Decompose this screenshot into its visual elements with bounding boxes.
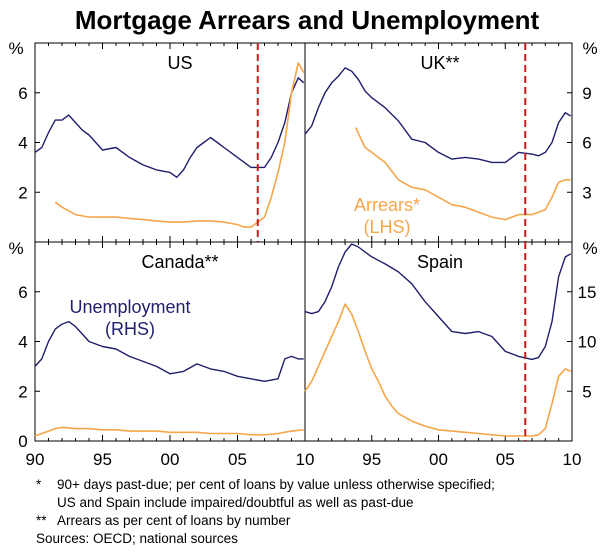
annotation-unemployment-axis: (RHS): [105, 319, 155, 339]
panel-us: 2 4 6 US: [18, 42, 306, 243]
panel-title-canada: Canada**: [141, 252, 218, 272]
series-unemployment-spain: [304, 243, 572, 361]
y-tick-label-lhs: 2: [18, 183, 27, 202]
annotation-unemployment-label: Unemployment: [69, 297, 190, 317]
series-unemployment-canada: [34, 320, 304, 382]
annotation-arrears-label: Arrears*: [354, 195, 420, 215]
chart-title: Mortgage Arrears and Unemployment: [75, 5, 540, 35]
series-arrears-spain: [304, 303, 572, 437]
lhs-unit-label-bottom: %: [8, 239, 23, 258]
series-unemployment-us: [34, 77, 305, 179]
y-tick-label-rhs: 6: [582, 134, 591, 153]
series-arrears-us: [54, 62, 305, 228]
rhs-unit-label-bottom: %: [582, 239, 597, 258]
x-tick-label: 10: [296, 450, 315, 469]
panel-title-uk: UK**: [420, 53, 459, 73]
footnote-2-text: US and Spain include impaired/doubtful a…: [57, 495, 413, 510]
x-tick-label: 05: [228, 450, 247, 469]
footnote-3-mark: **: [36, 513, 47, 528]
y-tick-label-rhs: 3: [582, 183, 591, 202]
rhs-unit-label-top: %: [582, 39, 597, 58]
y-tick-label-lhs: 4: [18, 134, 27, 153]
x-tick-label: 10: [563, 450, 582, 469]
y-tick-label-lhs: 4: [18, 333, 27, 352]
y-tick-label-lhs: 6: [18, 84, 27, 103]
y-tick-label-rhs: 15: [578, 283, 597, 302]
x-tick-label: 95: [93, 450, 112, 469]
x-tick-label: 90: [26, 450, 45, 469]
series-arrears-uk: [354, 127, 571, 221]
y-tick-label-rhs: 10: [578, 333, 597, 352]
sources-note: Sources: OECD; national sources: [36, 531, 238, 546]
x-tick-label: 05: [496, 450, 515, 469]
chart-panels: 2 4 6 US 3 6 9 UK** 0 2 4 6 90 95 00 05 10 Canada** 5 10 15 9…: [18, 42, 597, 469]
footnote-3-text: Arrears as per cent of loans by number: [57, 513, 291, 528]
panel-uk: 3 6 9 UK**: [304, 42, 592, 243]
y-tick-label-lhs: 6: [18, 283, 27, 302]
annotation-arrears-axis: (LHS): [363, 217, 410, 237]
panel-title-us: US: [167, 53, 192, 73]
x-tick-label: 00: [161, 450, 180, 469]
x-tick-label: 95: [362, 450, 381, 469]
panel-title-spain: Spain: [417, 252, 463, 272]
series-arrears-canada: [34, 426, 304, 437]
panel-spain: 5 10 15 95 00 05 10 Spain: [304, 241, 597, 469]
x-tick-label: 00: [429, 450, 448, 469]
footnote-1-text: 90+ days past-due; per cent of loans by …: [57, 477, 495, 492]
lhs-unit-label-top: %: [8, 39, 23, 58]
y-tick-label-rhs: 5: [582, 382, 591, 401]
y-tick-label-lhs: 0: [18, 432, 27, 451]
footnotes: * 90+ days past-due; per cent of loans b…: [36, 477, 495, 546]
y-tick-label-lhs: 2: [18, 382, 27, 401]
y-tick-label-rhs: 9: [582, 84, 591, 103]
series-unemployment-uk: [304, 67, 572, 164]
footnote-1-mark: *: [36, 477, 42, 492]
panel-canada: 0 2 4 6 90 95 00 05 10 Canada**: [18, 241, 315, 469]
